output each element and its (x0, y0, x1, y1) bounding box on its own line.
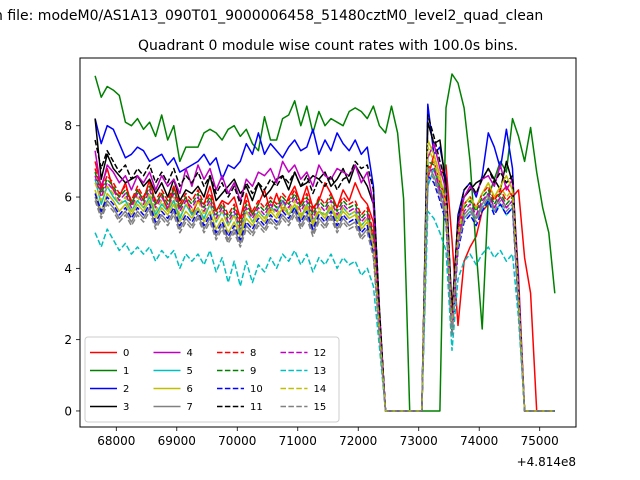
x-tick-label: 72000 (339, 434, 377, 448)
x-tick-label: 75000 (521, 434, 559, 448)
series-line-11 (94, 114, 555, 412)
plot-frame (79, 57, 577, 428)
x-tick-label: 71000 (279, 434, 317, 448)
series-line-0 (94, 153, 555, 412)
legend-frame (84, 336, 340, 423)
legend-label-2: 2 (123, 384, 129, 395)
y-axis: 0 2 4 6 8 (64, 119, 80, 418)
legend-label-15: 15 (314, 402, 327, 413)
y-tick-label: 6 (64, 191, 72, 205)
legend-label-4: 4 (187, 348, 193, 359)
y-tick-label: 8 (64, 119, 72, 133)
x-tick-label: 74000 (460, 434, 498, 448)
x-axis: 68000 69000 70000 71000 72000 73000 74000 75000 (97, 427, 559, 448)
x-offset-label: +4.814e8 (517, 455, 576, 469)
legend-label-9: 9 (250, 366, 256, 377)
series-line-13 (94, 210, 555, 412)
legend-label-0: 0 (123, 348, 129, 359)
y-tick-label: 0 (64, 404, 72, 418)
x-tick-label: 69000 (158, 434, 196, 448)
chart-title: Quadrant 0 module wise count rates with … (138, 38, 518, 54)
x-tick-label: 68000 (97, 434, 135, 448)
legend-label-12: 12 (314, 348, 327, 359)
legend-label-5: 5 (187, 366, 193, 377)
x-tick-label: 70000 (218, 434, 256, 448)
series-line-7 (94, 164, 555, 412)
legend-label-3: 3 (123, 402, 129, 413)
series-line-1 (94, 73, 556, 412)
series-line-15 (94, 167, 555, 412)
legend-label-11: 11 (250, 402, 263, 413)
series-line-3 (94, 118, 555, 412)
series-line-10 (94, 174, 555, 412)
x-tick-label: 73000 (400, 434, 438, 448)
legend-label-14: 14 (314, 384, 327, 395)
series-line-8 (94, 160, 555, 412)
series-line-14 (94, 146, 555, 412)
y-tick-label: 4 (64, 262, 72, 276)
legend-label-1: 1 (123, 366, 129, 377)
y-tick-label: 2 (64, 333, 72, 347)
legend-label-6: 6 (187, 384, 193, 395)
legend-label-10: 10 (250, 384, 263, 395)
legend-label-13: 13 (314, 366, 327, 377)
legend-label-7: 7 (187, 402, 193, 413)
series-line-9 (94, 160, 555, 412)
legend-label-8: 8 (250, 348, 256, 359)
plot-series-group (94, 73, 556, 412)
figure-suptitle: n file: modeM0/AS1A13_090T01_9000006458_… (0, 8, 543, 24)
